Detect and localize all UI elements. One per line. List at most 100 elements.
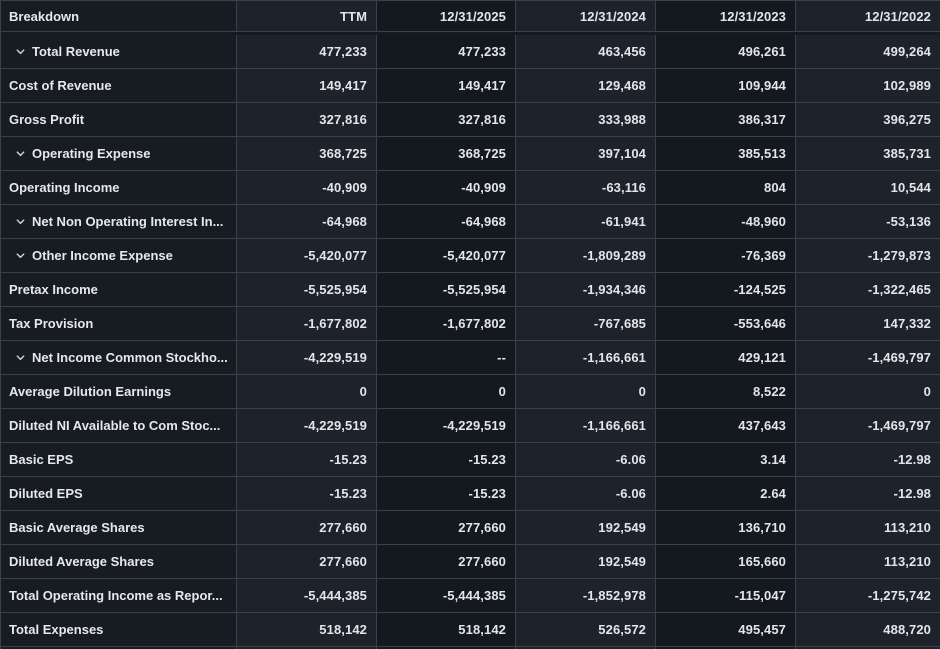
chevron-down-icon[interactable] [14, 216, 26, 228]
value-cell-ttm: 327,816 [237, 103, 377, 137]
value-cell-12-31-2024: 192,549 [516, 545, 656, 579]
row-label-cell: Tax Provision [1, 307, 237, 341]
row-label: Operating Income [9, 180, 120, 195]
row-label: Net Income Common Stockho... [32, 350, 228, 365]
value-cell-ttm: -40,909 [237, 171, 377, 205]
value-cell-ttm: 277,660 [237, 511, 377, 545]
value-cell-12-31-2022: -12.98 [796, 443, 940, 477]
row-label-cell: Average Dilution Earnings [1, 375, 237, 409]
chevron-down-icon[interactable] [14, 352, 26, 364]
value-cell-12-31-2022: 0 [796, 375, 940, 409]
value-cell-12-31-2022: 488,720 [796, 613, 940, 647]
column-header-12-31-2023: 12/31/2023 [656, 1, 796, 32]
row-label: Total Expenses [9, 622, 104, 637]
value-cell-12-31-2025: -15.23 [377, 477, 516, 511]
row-label-cell: Gross Profit [1, 103, 237, 137]
row-label-cell: Cost of Revenue [1, 69, 237, 103]
value-cell-12-31-2023: -76,369 [656, 239, 796, 273]
value-cell-12-31-2025: -5,444,385 [377, 579, 516, 613]
value-cell-12-31-2025: -15.23 [377, 443, 516, 477]
value-cell-ttm: -4,229,519 [237, 409, 377, 443]
row-label-cell[interactable]: Other Income Expense [1, 239, 237, 273]
value-cell-ttm: 477,233 [237, 35, 377, 69]
row-label: Total Revenue [32, 44, 120, 59]
value-cell-12-31-2024: -63,116 [516, 171, 656, 205]
value-cell-12-31-2023: -48,960 [656, 205, 796, 239]
value-cell-12-31-2023: 386,317 [656, 103, 796, 137]
value-cell-12-31-2024: -1,166,661 [516, 341, 656, 375]
row-label-cell[interactable]: Total Revenue [1, 35, 237, 69]
value-cell-12-31-2023: 109,944 [656, 69, 796, 103]
chevron-down-icon[interactable] [14, 148, 26, 160]
value-cell-12-31-2024: 397,104 [516, 137, 656, 171]
value-cell-ttm: -5,444,385 [237, 579, 377, 613]
row-label-cell[interactable]: Operating Expense [1, 137, 237, 171]
row-label: Cost of Revenue [9, 78, 112, 93]
value-cell-12-31-2022: 113,210 [796, 545, 940, 579]
column-header-ttm: TTM [237, 1, 377, 32]
value-cell-12-31-2024: -1,852,978 [516, 579, 656, 613]
column-header-12-31-2024: 12/31/2024 [516, 1, 656, 32]
row-label-cell: Basic Average Shares [1, 511, 237, 545]
value-cell-12-31-2022: 10,544 [796, 171, 940, 205]
row-label-cell[interactable]: Net Income Common Stockho... [1, 341, 237, 375]
value-cell-12-31-2022: -53,136 [796, 205, 940, 239]
chevron-down-icon[interactable] [14, 46, 26, 58]
value-cell-12-31-2025: 518,142 [377, 613, 516, 647]
value-cell-ttm: 368,725 [237, 137, 377, 171]
value-cell-12-31-2025: -64,968 [377, 205, 516, 239]
value-cell-12-31-2023: 136,710 [656, 511, 796, 545]
row-label: Total Operating Income as Repor... [9, 588, 223, 603]
value-cell-12-31-2023: 804 [656, 171, 796, 205]
value-cell-12-31-2022: -1,279,873 [796, 239, 940, 273]
value-cell-ttm: 518,142 [237, 613, 377, 647]
value-cell-12-31-2023: 437,643 [656, 409, 796, 443]
value-cell-12-31-2023: -553,646 [656, 307, 796, 341]
value-cell-12-31-2023: -124,525 [656, 273, 796, 307]
value-cell-12-31-2023: -115,047 [656, 579, 796, 613]
value-cell-12-31-2024: -6.06 [516, 477, 656, 511]
row-label-cell[interactable]: Net Non Operating Interest In... [1, 205, 237, 239]
chevron-down-icon[interactable] [14, 250, 26, 262]
value-cell-12-31-2022: -1,322,465 [796, 273, 940, 307]
value-cell-12-31-2023: 495,457 [656, 613, 796, 647]
value-cell-12-31-2022: -1,275,742 [796, 579, 940, 613]
value-cell-12-31-2024: -6.06 [516, 443, 656, 477]
value-cell-12-31-2023: 3.14 [656, 443, 796, 477]
value-cell-12-31-2025: -5,420,077 [377, 239, 516, 273]
value-cell-ttm: -15.23 [237, 477, 377, 511]
value-cell-12-31-2023: 8,522 [656, 375, 796, 409]
value-cell-12-31-2023: 429,121 [656, 341, 796, 375]
value-cell-12-31-2024: 129,468 [516, 69, 656, 103]
row-label-cell: Basic EPS [1, 443, 237, 477]
row-label-cell: Total Expenses [1, 613, 237, 647]
column-header-12-31-2025: 12/31/2025 [377, 1, 516, 32]
column-header-12-31-2022: 12/31/2022 [796, 1, 940, 32]
value-cell-ttm: -64,968 [237, 205, 377, 239]
value-cell-12-31-2024: -1,809,289 [516, 239, 656, 273]
value-cell-12-31-2022: -12.98 [796, 477, 940, 511]
value-cell-12-31-2022: 113,210 [796, 511, 940, 545]
value-cell-12-31-2025: -40,909 [377, 171, 516, 205]
row-label: Tax Provision [9, 316, 94, 331]
column-header-breakdown: Breakdown [1, 1, 237, 32]
value-cell-ttm: 149,417 [237, 69, 377, 103]
row-label-cell: Operating Income [1, 171, 237, 205]
value-cell-ttm: -4,229,519 [237, 341, 377, 375]
value-cell-12-31-2022: 385,731 [796, 137, 940, 171]
value-cell-12-31-2023: 2.64 [656, 477, 796, 511]
value-cell-12-31-2023: 385,513 [656, 137, 796, 171]
value-cell-12-31-2022: 147,332 [796, 307, 940, 341]
value-cell-ttm: -15.23 [237, 443, 377, 477]
value-cell-12-31-2024: -1,934,346 [516, 273, 656, 307]
value-cell-12-31-2022: -1,469,797 [796, 409, 940, 443]
row-label: Basic Average Shares [9, 520, 145, 535]
row-label: Pretax Income [9, 282, 98, 297]
row-label-cell: Diluted EPS [1, 477, 237, 511]
value-cell-12-31-2024: 463,456 [516, 35, 656, 69]
row-label: Basic EPS [9, 452, 74, 467]
value-cell-ttm: -5,525,954 [237, 273, 377, 307]
value-cell-12-31-2025: 368,725 [377, 137, 516, 171]
value-cell-ttm: 0 [237, 375, 377, 409]
value-cell-12-31-2024: 0 [516, 375, 656, 409]
